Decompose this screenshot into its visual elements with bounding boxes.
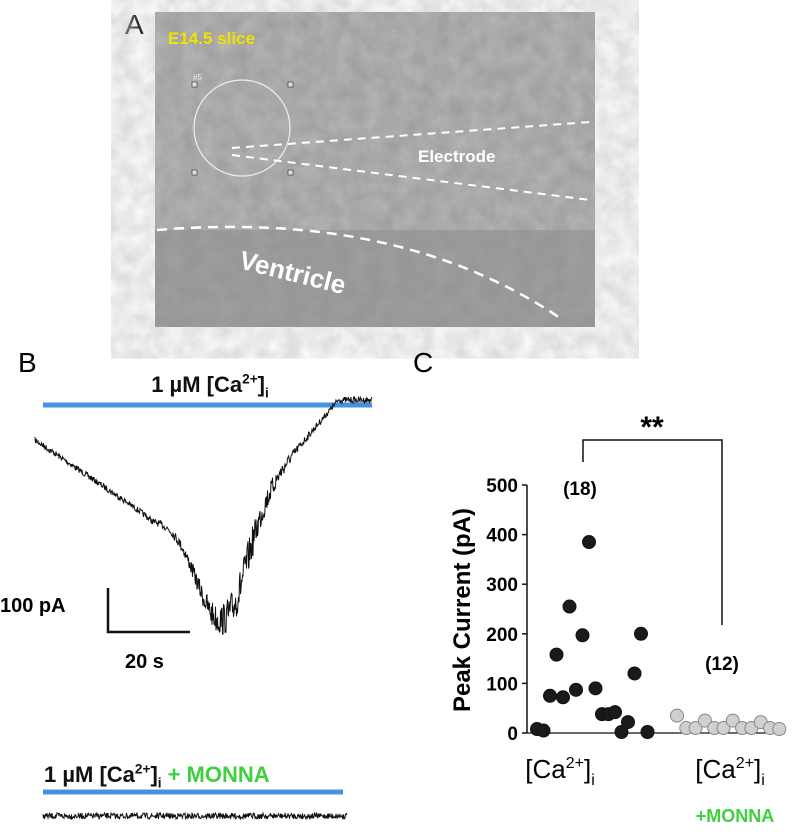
data-point — [549, 647, 564, 662]
electrode-outline — [231, 121, 591, 201]
roi-circle — [193, 79, 291, 177]
data-point — [569, 682, 583, 697]
data-point — [588, 681, 603, 696]
label-text: ] — [258, 372, 265, 397]
label-text: 1 µM [Ca — [151, 372, 243, 397]
data-point — [582, 535, 596, 550]
panel-label: A — [125, 9, 144, 40]
count-label: (12) — [705, 654, 739, 675]
significance-bracket — [582, 439, 723, 625]
ventricle-outline — [156, 225, 561, 320]
y-tick-label: 200 — [486, 625, 518, 646]
data-point — [614, 725, 629, 740]
y-tick-label: 0 — [507, 724, 518, 745]
y-tick-label: 400 — [486, 526, 518, 547]
subscript: i — [265, 386, 269, 401]
condition-label: 1 µM [Ca2+]i + MONNA — [44, 762, 270, 791]
data-point — [688, 721, 703, 736]
label-text: 1 µM [Ca — [44, 762, 136, 787]
panel-label: C — [413, 347, 433, 378]
x-tick-label: [Ca2+]i — [525, 754, 595, 789]
data-point — [772, 722, 787, 737]
current-trace — [42, 811, 348, 821]
slice-label: E14.5 slice — [168, 29, 255, 48]
x-tick-label: [Ca2+]i — [695, 754, 765, 789]
superscript: 2+ — [242, 372, 258, 387]
significance-label: ** — [640, 411, 664, 444]
data-point — [562, 599, 577, 614]
treatment-label: + MONNA — [168, 762, 270, 787]
label-text: [Ca — [695, 754, 736, 784]
label-text: [Ca — [525, 754, 566, 784]
scale-time: 20 s — [125, 651, 164, 673]
data-point — [543, 688, 557, 703]
condition-label: 1 µM [Ca2+]i — [151, 372, 269, 401]
y-tick-label: 100 — [486, 674, 518, 695]
data-point — [608, 705, 622, 720]
roi-label: #5 — [193, 73, 202, 82]
current-trace — [34, 395, 373, 635]
label-text: ] — [754, 754, 761, 784]
count-label: (18) — [563, 479, 597, 500]
treatment-label: +MONNA — [696, 806, 775, 826]
subscript: i — [158, 776, 162, 791]
data-point — [697, 713, 712, 728]
ventricle-region — [155, 230, 595, 327]
label-text: i — [761, 772, 765, 789]
roi-handles — [191, 81, 294, 176]
data-point — [575, 628, 590, 643]
label-text: ] — [584, 754, 591, 784]
electrode-label: Electrode — [418, 147, 495, 166]
data-point — [627, 666, 642, 681]
data-point — [536, 723, 551, 738]
label-text: 2+ — [566, 755, 584, 772]
data-point — [640, 725, 655, 740]
superscript: 2+ — [135, 762, 151, 777]
data-point — [716, 721, 731, 736]
data-point — [556, 690, 570, 705]
label-text: ] — [150, 762, 157, 787]
panel-label: B — [18, 347, 37, 378]
data-point — [670, 708, 684, 723]
y-axis-label: Peak Current (pA) — [449, 508, 476, 712]
data-point — [621, 715, 635, 730]
data-point — [725, 713, 740, 728]
label-text: 2+ — [736, 755, 754, 772]
y-tick-label: 500 — [486, 476, 518, 497]
label-text: i — [591, 772, 595, 789]
scale-current: 100 pA — [0, 595, 66, 617]
scale-bar — [106, 588, 190, 634]
data-point — [634, 626, 648, 641]
y-tick-label: 300 — [486, 575, 518, 596]
